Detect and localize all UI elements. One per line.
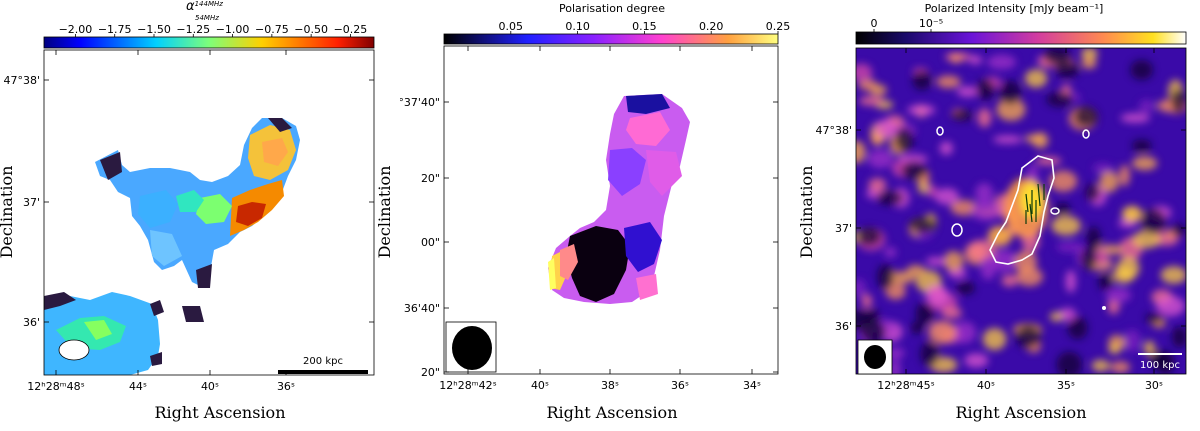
panel-polarized-intensity: 0 10⁻⁵ Polarized Intensity [mJy beam⁻¹] — [797, 0, 1200, 427]
x-tick-label: 38ˢ — [601, 379, 619, 392]
y-axis-label: Declination — [0, 166, 16, 259]
y-axis-label: Declination — [800, 166, 816, 259]
polarization-vectors — [1025, 183, 1045, 224]
x-tick-label: 40ˢ — [201, 380, 219, 393]
y-tick-label: 47°38' — [815, 124, 852, 137]
colorbar-sublabel-alpha: 54MHz — [195, 14, 219, 22]
colorbar-tick-label: −1.25 — [176, 23, 210, 36]
x-tick-label: 12ʰ28ᵐ45ˢ — [877, 379, 934, 392]
x-tick-label: 30ˢ — [1145, 379, 1163, 392]
y-tick-label: 36' — [835, 320, 852, 333]
colorbar-tick-label: 10⁻⁵ — [919, 17, 943, 30]
colorbar-tick-label: −0.50 — [294, 23, 328, 36]
y-tick-label: 20" — [421, 172, 440, 185]
y-tick-label: 47°37'40" — [400, 96, 440, 109]
x-tick-label: 40ˢ — [531, 379, 549, 392]
contour-small — [951, 223, 963, 237]
y-tick-label: 37' — [23, 196, 40, 209]
beam-ellipse — [452, 326, 492, 370]
scalebar-label: 100 kpc — [1140, 360, 1180, 371]
colorbar-polint — [856, 32, 1186, 44]
polarized-intensity-figure: 0 10⁻⁵ Polarized Intensity [mJy beam⁻¹] — [797, 2, 1187, 422]
colorbar-tick-label: −2.00 — [59, 23, 93, 36]
y-tick-label: 20" — [421, 366, 440, 379]
colorbar-tick-label: 0.15 — [632, 20, 657, 33]
colorbar-tick-label: 0.10 — [565, 20, 590, 33]
colorbar-label-poldeg: Polarisation degree — [559, 2, 665, 15]
x-tick-label: 44ˢ — [129, 380, 147, 393]
colorbar-label-polint: Polarized Intensity [mJy beam⁻¹] — [925, 2, 1104, 15]
contour-small — [1082, 129, 1090, 139]
poldeg-ylabel-holder: Declination — [375, 166, 394, 259]
colorbar-label-alpha: α144MHz — [186, 0, 223, 14]
colorbar-tick-label: 0.05 — [499, 20, 524, 33]
x-axis-label: Right Ascension — [956, 403, 1087, 422]
contour-small — [936, 126, 944, 136]
spectral-index-figure: −2.00 −1.75 −1.50 −1.25 −1.00 −0.75 −0.50 −0.25… — [0, 0, 375, 422]
colorbar-poldeg — [444, 34, 778, 44]
colorbar-tick-label: −1.50 — [137, 23, 171, 36]
colorbar-tick-label: 0 — [871, 17, 878, 30]
colorbar-tick-label: −0.25 — [334, 23, 368, 36]
x-axis-label: Right Ascension — [155, 403, 286, 422]
colorbar-tick-label: −0.75 — [255, 23, 289, 36]
y-tick-label: 00" — [421, 236, 440, 249]
x-tick-label: 12ʰ28ᵐ42ˢ — [439, 379, 496, 392]
panel-polarisation-degree: 0.05 0.10 0.15 0.20 0.25 Polarisation degree… — [373, 0, 800, 427]
contour-small — [1050, 207, 1060, 215]
polarisation-degree-figure: 0.05 0.10 0.15 0.20 0.25 Polarisation degree… — [373, 2, 791, 422]
x-tick-label: 12ʰ28ᵐ48ˢ — [27, 380, 84, 393]
x-tick-label: 34ˢ — [743, 379, 761, 392]
colorbar-alpha — [44, 37, 374, 48]
x-tick-label: 36ˢ — [671, 379, 689, 392]
polarisation-degree-map — [548, 94, 690, 304]
spectral-index-map — [44, 118, 300, 375]
colorbar-tick-label: −1.75 — [98, 23, 132, 36]
beam-ellipse — [58, 339, 90, 361]
colorbar-tick-label: 0.20 — [699, 20, 724, 33]
y-axis-label-poldeg: Declination — [375, 166, 394, 259]
x-tick-label: 35ˢ — [1057, 379, 1075, 392]
panel-spectral-index: −2.00 −1.75 −1.50 −1.25 −1.00 −0.75 −0.50 −0.25… — [0, 0, 400, 427]
contour-main — [989, 155, 1055, 265]
y-tick-label: 36'40" — [404, 302, 440, 315]
beam-ellipse — [864, 345, 886, 369]
colorbar-tick-label: −1.00 — [216, 23, 250, 36]
x-axis-label: Right Ascension — [547, 403, 678, 422]
y-tick-label: 47°38' — [3, 74, 40, 87]
y-tick-label: 37' — [835, 222, 852, 235]
x-tick-label: 40ˢ — [977, 379, 995, 392]
y-tick-label: 36' — [23, 316, 40, 329]
scalebar-label: 200 kpc — [303, 356, 343, 367]
colorbar-tick-label: 0.25 — [766, 20, 791, 33]
x-tick-label: 36ˢ — [277, 380, 295, 393]
